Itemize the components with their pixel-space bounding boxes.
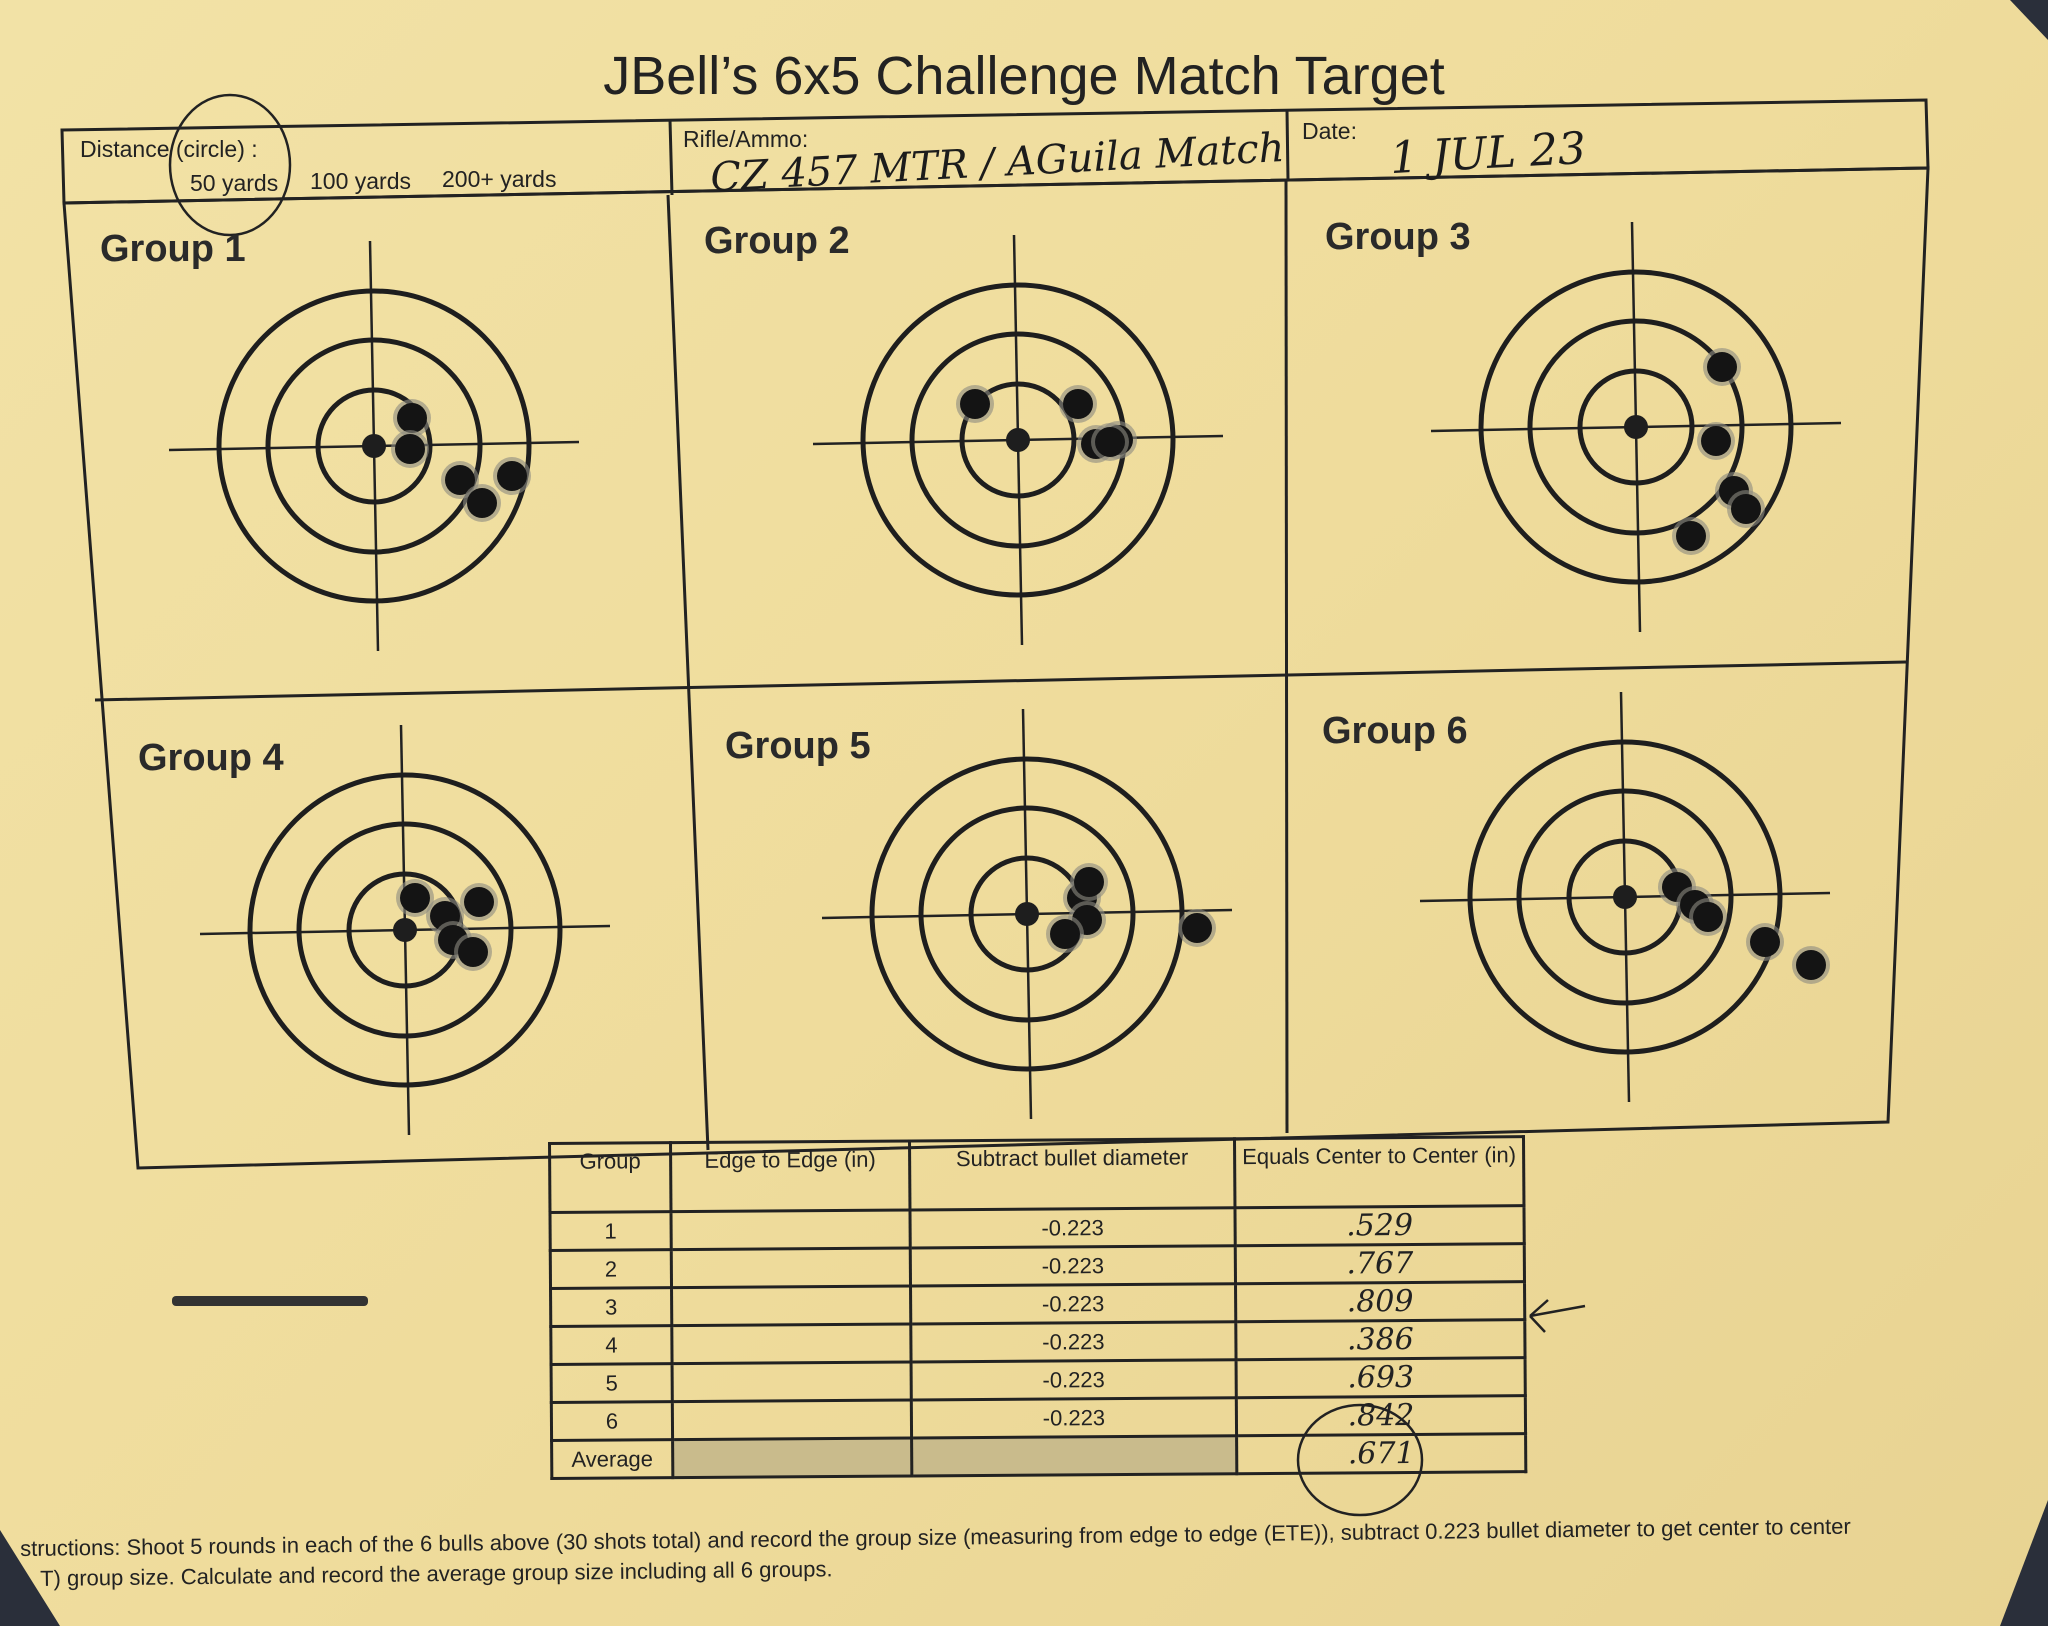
subtract-cell: -0.223 (910, 1321, 1237, 1362)
bullseye-dot (1624, 415, 1648, 439)
ctc-cell[interactable]: .842 (1236, 1395, 1526, 1436)
rifle-label: Rifle/Ammo: (683, 126, 809, 152)
target-ring (1577, 368, 1695, 486)
subtract-cell: -0.223 (911, 1359, 1237, 1400)
bullet-hole (1182, 913, 1212, 943)
ctc-cell[interactable]: .693 (1236, 1357, 1526, 1398)
bullet-hole (1095, 427, 1125, 457)
bullet-hole (458, 937, 488, 967)
bullet-hole (497, 461, 527, 491)
target-ring (216, 288, 532, 604)
header-subtract: Subtract bullet diameter (909, 1138, 1235, 1210)
bullet-hole (400, 883, 430, 913)
target-ring (315, 387, 433, 505)
distance-label: Distance (circle) : (80, 136, 258, 162)
group-5-label: Group 5 (725, 725, 871, 767)
bullet-hole (467, 488, 497, 518)
bullet-hole (1676, 521, 1706, 551)
group-4-label: Group 4 (138, 737, 284, 779)
group-cell: 4 (550, 1325, 673, 1365)
group-1-label: Group 1 (100, 228, 246, 270)
target-ring (860, 282, 1176, 598)
group-3-label: Group 3 (1325, 216, 1471, 258)
bullet-hole (1074, 867, 1104, 897)
average-subtract-cell (911, 1435, 1237, 1476)
subtract-cell: -0.223 (911, 1397, 1237, 1438)
header-group: Group (549, 1142, 671, 1213)
distance-option-200[interactable]: 200+ yards (442, 166, 557, 192)
ctc-cell[interactable]: .767 (1235, 1243, 1525, 1284)
target-ring (265, 337, 483, 555)
bullseye-dot (393, 918, 417, 942)
subtract-cell: -0.223 (910, 1283, 1236, 1324)
group-cell: 2 (550, 1249, 672, 1289)
arrow-mark (1529, 1299, 1586, 1333)
target-ring (1478, 269, 1794, 585)
subtract-cell: -0.223 (909, 1207, 1236, 1248)
average-circle-mark (1296, 1403, 1424, 1517)
average-value[interactable]: .671 (1236, 1433, 1526, 1474)
date-label: Date: (1302, 118, 1357, 144)
ete-cell[interactable] (672, 1399, 912, 1440)
date-value[interactable]: 1 JUL 23 (1388, 122, 1588, 185)
bullet-hole (960, 389, 990, 419)
marker-line (172, 1296, 368, 1306)
bullet-hole (464, 887, 494, 917)
groups-frame-border (62, 166, 1930, 1170)
subtract-cell: -0.223 (910, 1245, 1236, 1286)
target-ring (869, 756, 1185, 1072)
results-table: Group Edge to Edge (in) Subtract bullet … (548, 1135, 1527, 1480)
average-ete-cell (672, 1437, 912, 1478)
ctc-cell[interactable]: .809 (1235, 1281, 1525, 1322)
distance-option-50[interactable]: 50 yards (190, 170, 279, 196)
bullet-hole (1707, 352, 1737, 382)
bullseye-dot (1006, 428, 1030, 452)
distance-circle-mark (168, 93, 292, 237)
bullet-hole (1050, 919, 1080, 949)
bullet-hole (445, 465, 475, 495)
group-6-label: Group 6 (1322, 710, 1468, 752)
target-ring (918, 805, 1136, 1023)
bullet-hole (397, 403, 427, 433)
target-ring (1467, 739, 1783, 1055)
bullet-hole (1731, 494, 1761, 524)
bullseye-dot (362, 434, 386, 458)
ete-cell[interactable] (672, 1361, 912, 1402)
bullet-hole (1693, 902, 1723, 932)
target-ring (296, 821, 514, 1039)
table-header-row: Group Edge to Edge (in) Subtract bullet … (549, 1136, 1524, 1213)
average-label: Average (551, 1439, 673, 1479)
header-edge-to-edge: Edge to Edge (in) (670, 1140, 910, 1212)
bullet-hole (1063, 389, 1093, 419)
ete-cell[interactable] (670, 1209, 911, 1250)
bullet-hole (395, 434, 425, 464)
header-center-to-center: Equals Center to Center (in) (1234, 1136, 1524, 1208)
bullet-hole (1750, 927, 1780, 957)
ctc-cell[interactable]: .386 (1235, 1319, 1526, 1360)
target-ring (1527, 318, 1745, 536)
group-2-label: Group 2 (704, 220, 850, 262)
group-cell: 6 (551, 1401, 673, 1441)
ete-cell[interactable] (671, 1285, 911, 1326)
target-ring (247, 772, 563, 1088)
target-ring (959, 381, 1077, 499)
page-title: JBell’s 6x5 Challenge Match Target (603, 46, 1445, 106)
bullet-hole (1796, 950, 1826, 980)
bullet-hole (1701, 426, 1731, 456)
group-cell: 1 (549, 1211, 672, 1251)
group-cell: 5 (551, 1363, 673, 1403)
ete-cell[interactable] (671, 1247, 911, 1288)
ete-cell[interactable] (671, 1323, 912, 1364)
ctc-cell[interactable]: .529 (1234, 1205, 1525, 1246)
bullseye-dot (1015, 902, 1039, 926)
group-cell: 3 (550, 1287, 672, 1327)
average-row: Average .671 (551, 1433, 1526, 1479)
target-ring (1516, 788, 1734, 1006)
distance-option-100[interactable]: 100 yards (310, 168, 412, 194)
bullseye-dot (1613, 885, 1637, 909)
